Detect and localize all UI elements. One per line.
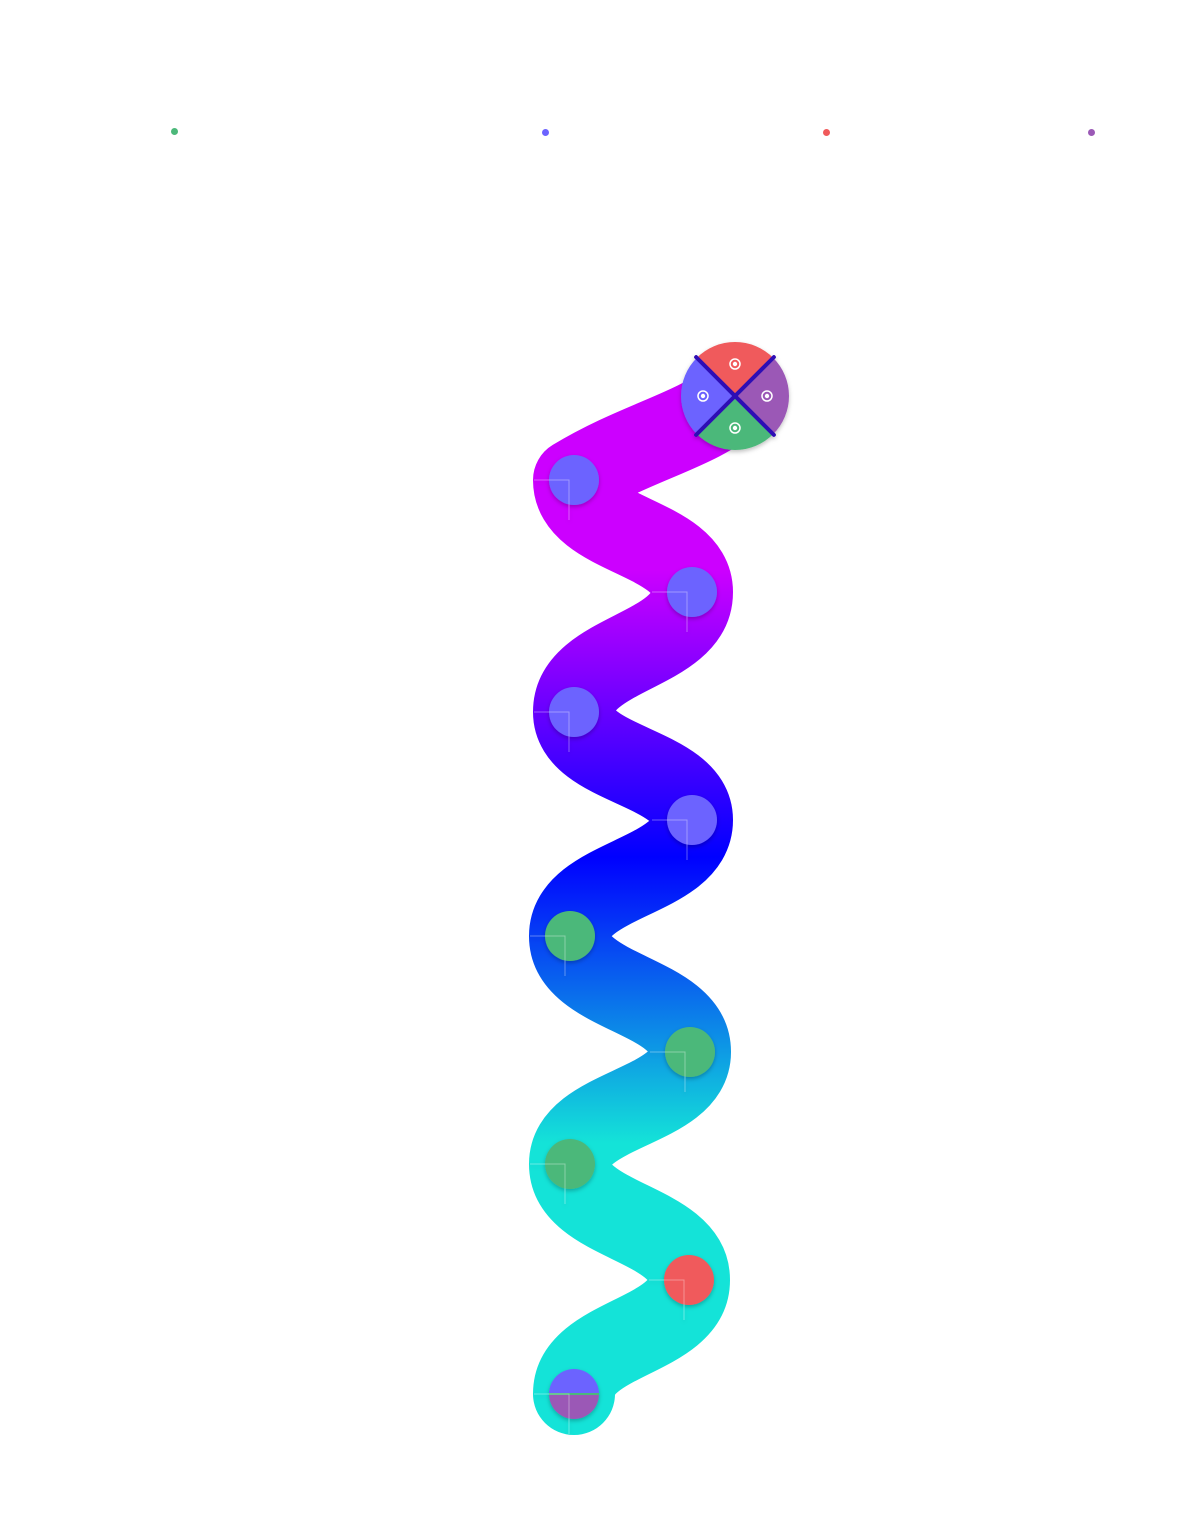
node-circle — [545, 1139, 595, 1189]
node-guide-line — [530, 935, 566, 976]
path-node[interactable] — [530, 911, 595, 976]
path-node[interactable] — [530, 1139, 595, 1204]
color-wheel-cap[interactable] — [680, 341, 789, 451]
cap-marker-ring — [729, 358, 741, 370]
node-guide-line — [652, 819, 688, 860]
cap-marker-dot — [732, 361, 738, 367]
node-half-bottom — [549, 1394, 599, 1419]
path-node[interactable] — [650, 1027, 715, 1092]
node-guide-line — [534, 711, 570, 752]
node-guide-line — [534, 1393, 570, 1434]
path-node[interactable] — [652, 795, 717, 860]
node-half-top — [549, 1369, 599, 1394]
node-guide-line — [650, 1051, 686, 1092]
path-node[interactable] — [534, 455, 599, 520]
cap-marker-dot — [764, 393, 770, 399]
node-circle — [664, 1255, 714, 1305]
node-circle — [665, 1027, 715, 1077]
legend-dot-purple — [1088, 129, 1095, 136]
node-guide-line — [652, 591, 688, 632]
path-node[interactable] — [652, 567, 717, 632]
cap-marker-ring — [729, 422, 741, 434]
node-circle — [667, 795, 717, 845]
node-circle — [549, 687, 599, 737]
node-circle — [667, 567, 717, 617]
node-circle — [549, 455, 599, 505]
legend-dot-red — [823, 129, 830, 136]
node-circle — [545, 911, 595, 961]
path-node[interactable] — [649, 1255, 714, 1320]
node-guide-line — [534, 479, 570, 520]
path-nodes — [530, 455, 717, 1434]
snake-path — [529, 355, 776, 1435]
node-guide-line — [649, 1279, 685, 1320]
legend-dot-green — [171, 128, 178, 135]
path-node[interactable] — [534, 687, 599, 752]
path-node[interactable] — [534, 1369, 599, 1434]
cap-marker-dot — [700, 393, 706, 399]
cap-cross-line — [694, 355, 776, 437]
legend-dot-blue — [542, 129, 549, 136]
cap-marker-ring — [697, 390, 709, 402]
cap-marker-ring — [761, 390, 773, 402]
node-guide-line — [530, 1163, 566, 1204]
cap-marker-dot — [732, 425, 738, 431]
